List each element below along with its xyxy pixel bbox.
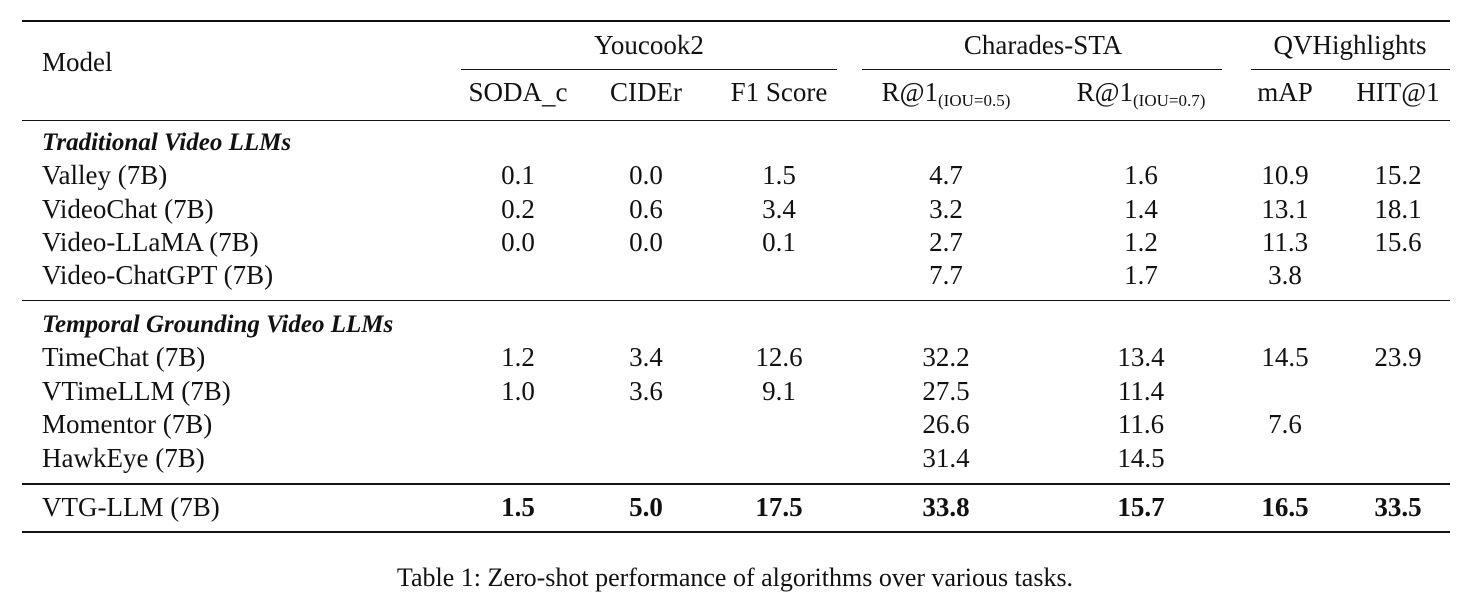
table-cell: 7.6 — [1268, 409, 1302, 439]
table-cell: 11.4 — [1117, 376, 1165, 406]
table-cell: 3.6 — [629, 376, 663, 406]
table-cell: 26.6 — [922, 409, 970, 439]
row-model-name: Video-ChatGPT (7B) — [42, 260, 274, 290]
table-cell: 15.6 — [1374, 227, 1422, 257]
table-cell-bold: 1.5 — [501, 492, 535, 522]
table-cell: 11.3 — [1261, 227, 1309, 257]
table-cell: 15.2 — [1374, 160, 1422, 190]
model-column-header: Model — [42, 47, 113, 77]
group-header-qvhighlights: QVHighlights — [1273, 30, 1427, 60]
metric-header-5: mAP — [1257, 77, 1313, 107]
table-cell: 13.4 — [1117, 342, 1165, 372]
group-header-youcook2: Youcook2 — [594, 30, 704, 60]
table-cell: 2.7 — [929, 227, 963, 257]
metric-header-6: HIT@1 — [1356, 77, 1440, 107]
table-cell: 1.5 — [762, 160, 796, 190]
metric-header-4: R@1(IOU=0.7) — [1076, 77, 1206, 110]
row-model-name: Valley (7B) — [42, 160, 168, 190]
table-cell: 1.7 — [1124, 260, 1158, 290]
table-cell: 1.4 — [1124, 194, 1158, 224]
table-cell: 3.2 — [929, 194, 963, 224]
metric-header-0: SODA_c — [468, 77, 568, 109]
table-cell: 0.1 — [501, 160, 535, 190]
table-cell: 14.5 — [1117, 443, 1165, 473]
table-cell: 3.4 — [762, 194, 796, 224]
table-cell-bold: 16.5 — [1261, 492, 1309, 522]
table-cell: 1.2 — [1124, 227, 1158, 257]
table-cell-bold: 15.7 — [1117, 492, 1165, 522]
row-model-name: VideoChat (7B) — [42, 194, 214, 224]
table-cell: 7.7 — [929, 260, 963, 290]
table-cell: 14.5 — [1261, 342, 1309, 372]
row-model-name: Video-LLaMA (7B) — [42, 227, 259, 257]
table-caption: Table 1: Zero-shot performance of algori… — [396, 563, 1074, 592]
table-cell-bold: 17.5 — [755, 492, 803, 522]
table-cell: 18.1 — [1374, 194, 1422, 224]
final-row-top-rule — [22, 483, 1450, 485]
table-cell: 31.4 — [922, 443, 970, 473]
table-bottom-rule — [22, 531, 1450, 533]
table-cell: 23.9 — [1374, 342, 1422, 372]
table-cell: 32.2 — [922, 342, 970, 372]
table-cell: 12.6 — [755, 342, 803, 372]
table-cell: 3.4 — [629, 342, 663, 372]
section-title-temporal-grounding: Temporal Grounding Video LLMs — [42, 311, 394, 338]
table-cell: 0.0 — [501, 227, 535, 257]
charades-group-rule — [862, 69, 1222, 70]
table-cell: 0.0 — [629, 160, 663, 190]
table-cell: 3.8 — [1268, 260, 1302, 290]
section-divider-rule — [22, 300, 1450, 301]
table-cell: 11.6 — [1117, 409, 1165, 439]
group-header-charades-sta: Charades-STA — [963, 30, 1123, 60]
metric-header-2: F1 Score — [730, 77, 828, 107]
table-cell: 27.5 — [922, 376, 970, 406]
table-cell: 0.6 — [629, 194, 663, 224]
qvhighlights-group-rule — [1251, 69, 1450, 70]
header-bottom-rule — [22, 120, 1450, 121]
row-model-name: VTG-LLM (7B) — [42, 492, 220, 522]
table-cell: 13.1 — [1261, 194, 1309, 224]
row-model-name: TimeChat (7B) — [42, 342, 206, 372]
table-cell: 1.0 — [501, 376, 535, 406]
table-cell-bold: 5.0 — [629, 492, 663, 522]
table-cell: 1.2 — [501, 342, 535, 372]
table-cell-bold: 33.5 — [1374, 492, 1422, 522]
row-model-name: Momentor (7B) — [42, 409, 213, 439]
table-top-rule — [22, 20, 1450, 22]
table-cell: 4.7 — [929, 160, 963, 190]
youcook2-group-rule — [461, 69, 837, 70]
row-model-name: VTimeLLM (7B) — [42, 376, 231, 406]
table-cell: 0.0 — [629, 227, 663, 257]
section-title-traditional: Traditional Video LLMs — [42, 129, 292, 156]
row-model-name: HawkEye (7B) — [42, 443, 205, 473]
metric-header-3: R@1(IOU=0.5) — [881, 77, 1011, 110]
table-cell-bold: 33.8 — [922, 492, 970, 522]
table-cell: 10.9 — [1261, 160, 1309, 190]
table-cell: 0.1 — [762, 227, 796, 257]
table-cell: 1.6 — [1124, 160, 1158, 190]
table-cell: 0.2 — [501, 194, 535, 224]
metric-header-1: CIDEr — [610, 77, 682, 107]
table-cell: 9.1 — [762, 376, 796, 406]
